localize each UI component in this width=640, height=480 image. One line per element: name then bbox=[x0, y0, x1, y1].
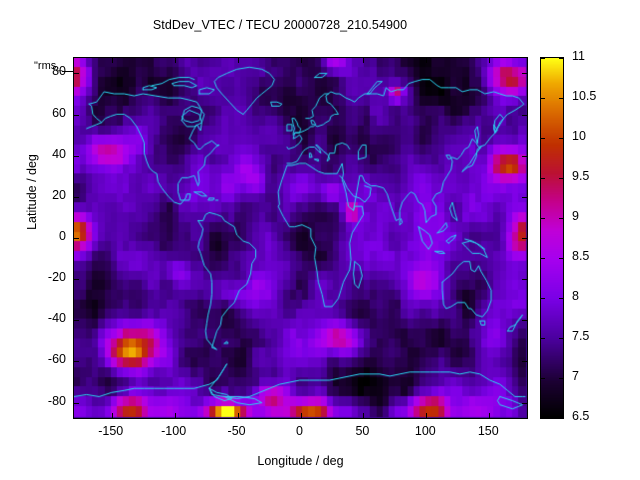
x-tick-label: 150 bbox=[477, 424, 499, 438]
colorbar-tick-right bbox=[559, 218, 563, 219]
colorbar-tick bbox=[541, 378, 545, 379]
x-tick-label: -50 bbox=[227, 424, 246, 438]
y-tick-label: -40 bbox=[47, 311, 66, 326]
colorbar-tick-label: 7.5 bbox=[572, 329, 590, 343]
x-tick-label: 0 bbox=[296, 424, 303, 438]
y-tick bbox=[74, 279, 79, 281]
colorbar-tick-right bbox=[559, 418, 563, 419]
y-tick-label: -60 bbox=[47, 352, 66, 367]
x-tick-top bbox=[426, 58, 428, 63]
y-tick-right bbox=[522, 238, 527, 239]
y-axis-title: Latitude / deg bbox=[25, 154, 39, 230]
colorbar-tick-right bbox=[559, 178, 563, 179]
x-tick-top bbox=[363, 58, 365, 63]
y-tick-right bbox=[522, 279, 527, 281]
clipped-key-text: "rms_ bbox=[34, 60, 63, 72]
colorbar-tick-label: 10.5 bbox=[572, 89, 597, 103]
colorbar-tick bbox=[541, 338, 545, 339]
y-tick-right bbox=[522, 361, 527, 363]
x-axis-title: Longitude / deg bbox=[257, 454, 344, 468]
colorbar-tick-right bbox=[559, 258, 563, 259]
y-tick bbox=[74, 402, 79, 404]
y-tick-label: -20 bbox=[47, 270, 66, 285]
colorbar-tick-right bbox=[559, 98, 563, 99]
y-tick-right bbox=[522, 73, 527, 75]
colorbar-tick-label: 9.5 bbox=[572, 169, 590, 183]
x-tick-top bbox=[300, 58, 302, 63]
colorbar-tick bbox=[541, 258, 545, 259]
x-tick bbox=[300, 413, 302, 418]
y-tick-right bbox=[522, 196, 527, 198]
colorbar-tick-right bbox=[559, 338, 563, 339]
y-tick bbox=[74, 155, 79, 157]
x-tick bbox=[174, 413, 176, 418]
coastline-overlay bbox=[74, 58, 527, 418]
colorbar-tick-label: 7 bbox=[572, 369, 579, 383]
y-tick-right bbox=[522, 320, 527, 322]
colorbar-tick-label: 8 bbox=[572, 289, 579, 303]
colorbar-tick-label: 8.5 bbox=[572, 249, 590, 263]
x-tick bbox=[111, 413, 113, 418]
x-tick-label: -150 bbox=[98, 424, 124, 438]
colorbar-tick bbox=[541, 418, 545, 419]
x-tick-label: 100 bbox=[414, 424, 436, 438]
y-tick-label: 60 bbox=[52, 105, 66, 120]
x-tick bbox=[426, 413, 428, 418]
y-tick-right bbox=[522, 114, 527, 116]
colorbar-tick-label: 10 bbox=[572, 129, 586, 143]
colorbar-tick-label: 11 bbox=[572, 49, 585, 63]
colorbar-tick bbox=[541, 58, 545, 59]
x-tick-top bbox=[489, 58, 491, 63]
colorbar-tick bbox=[541, 138, 545, 139]
colorbar-tick bbox=[541, 298, 545, 299]
y-tick bbox=[74, 196, 79, 198]
x-tick-top bbox=[111, 58, 113, 63]
x-tick-top bbox=[174, 58, 176, 63]
colorbar-tick-right bbox=[559, 138, 563, 139]
x-tick bbox=[363, 413, 365, 418]
x-tick-top bbox=[237, 58, 239, 63]
y-tick-label: 20 bbox=[52, 187, 66, 202]
y-tick-label: 40 bbox=[52, 146, 66, 161]
y-tick-label: -80 bbox=[47, 393, 66, 408]
colorbar-tick bbox=[541, 98, 545, 99]
y-tick-label: 80 bbox=[52, 64, 66, 79]
colorbar-tick-label: 9 bbox=[572, 209, 579, 223]
y-tick bbox=[74, 361, 79, 363]
x-tick bbox=[237, 413, 239, 418]
page-title: StdDev_VTEC / TECU 20000728_210.54900 bbox=[152, 18, 408, 32]
colorbar-tick bbox=[541, 178, 545, 179]
colorbar-gradient bbox=[541, 58, 563, 418]
x-tick-label: 50 bbox=[355, 424, 370, 438]
colorbar-tick-right bbox=[559, 298, 563, 299]
y-tick-right bbox=[522, 402, 527, 404]
y-tick bbox=[74, 73, 79, 75]
x-tick bbox=[489, 413, 491, 418]
colorbar-tick-label: 6.5 bbox=[572, 409, 590, 423]
clipped-key-line bbox=[62, 71, 74, 72]
colorbar-tick bbox=[541, 218, 545, 219]
y-tick bbox=[74, 320, 79, 322]
y-tick bbox=[74, 238, 79, 239]
heatmap-plot-area bbox=[73, 57, 528, 419]
colorbar-tick-right bbox=[559, 378, 563, 379]
x-tick-label: -100 bbox=[161, 424, 187, 438]
colorbar bbox=[540, 57, 564, 419]
y-tick bbox=[74, 114, 79, 116]
y-tick-right bbox=[522, 155, 527, 157]
colorbar-tick-right bbox=[559, 58, 563, 59]
y-tick-label: 0 bbox=[59, 229, 66, 243]
